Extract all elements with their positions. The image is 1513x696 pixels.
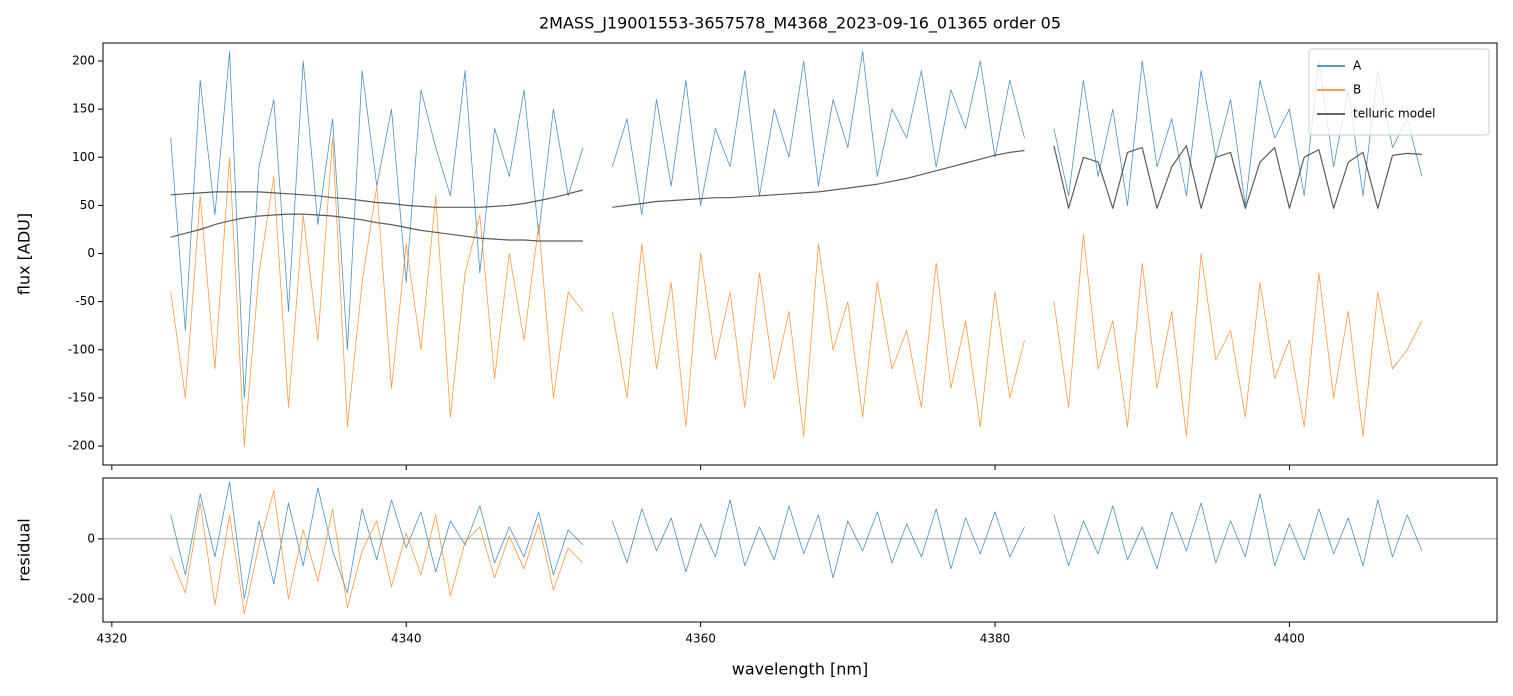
y-tick-label: -200 [68,439,95,453]
legend-label: telluric model [1353,107,1435,121]
y-tick-label: 150 [72,102,95,116]
legend-box [1308,48,1490,136]
model-line [170,213,583,242]
plot-area [170,51,1423,447]
x-tick-label: 4320 [97,632,128,646]
y-tick-label: 50 [80,198,95,212]
x-tick-label: 4380 [980,632,1011,646]
x-tick-label: 4360 [685,632,716,646]
y-tick-label: -200 [68,591,95,605]
spectrum-line [170,490,584,615]
model-line [170,145,1422,209]
axes-frame [102,477,1498,623]
legend-label: B [1353,83,1361,97]
y-tick-label: -50 [75,294,95,308]
spectrum-line [170,51,1423,399]
spectrum-line [170,137,1423,447]
spectrum-line [170,481,1423,600]
y-axis-label: flux [ADU] [15,213,34,295]
y-tick-label: 0 [87,531,95,545]
x-tick-label: 4340 [391,632,422,646]
y-tick-label: -150 [68,390,95,404]
x-axis-label: wavelength [nm] [732,660,869,679]
x-tick-label: 4400 [1274,632,1305,646]
y-tick-label: 100 [72,150,95,164]
chart-title: 2MASS_J19001553-3657578_M4368_2023-09-16… [539,14,1061,34]
plot-area [103,481,1497,615]
y-tick-label: 200 [72,54,95,68]
y-tick-label: -100 [68,342,95,356]
legend-label: A [1353,59,1362,73]
y-tick-label: 0 [87,246,95,260]
y-axis-label: residual [15,518,34,581]
